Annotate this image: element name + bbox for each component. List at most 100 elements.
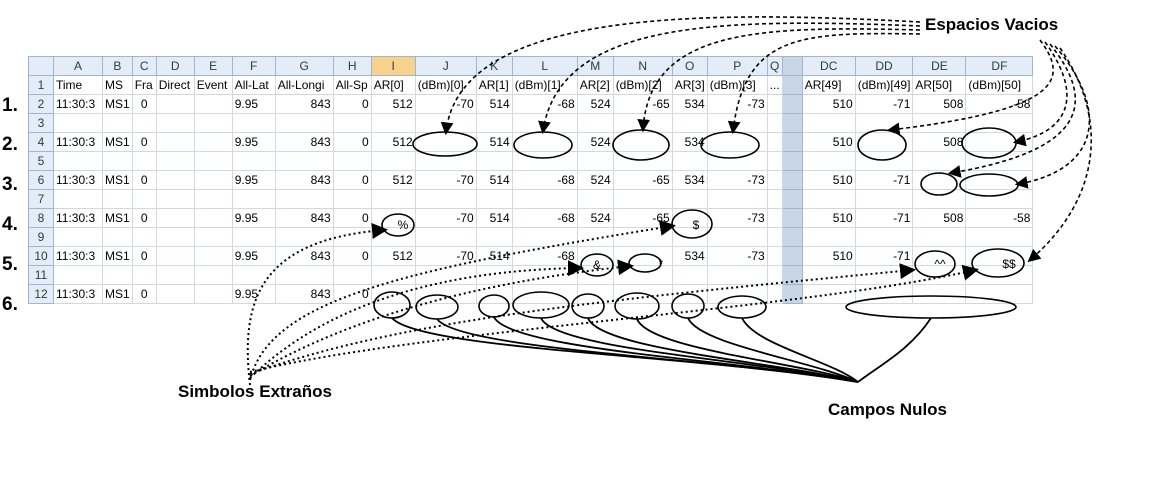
cell[interactable]: MS1: [102, 208, 133, 228]
cell[interactable]: Fra: [131, 75, 157, 95]
cell[interactable]: 0: [332, 132, 372, 152]
cell[interactable]: [155, 94, 195, 114]
cell[interactable]: 11:30:3: [53, 246, 103, 266]
cell[interactable]: -71: [854, 246, 914, 266]
cell[interactable]: [414, 132, 477, 152]
column-header[interactable]: C: [131, 56, 157, 76]
cell[interactable]: [854, 265, 914, 285]
cell[interactable]: [781, 208, 803, 228]
cell[interactable]: 534: [671, 246, 708, 266]
cell[interactable]: (dBm)[50]: [965, 75, 1034, 95]
cell[interactable]: 0: [131, 284, 157, 304]
cell[interactable]: -70: [414, 170, 477, 190]
cell[interactable]: [193, 208, 233, 228]
cell[interactable]: [332, 189, 372, 209]
cell[interactable]: [801, 265, 856, 285]
cell[interactable]: [332, 151, 372, 171]
cell[interactable]: [53, 151, 103, 171]
cell[interactable]: [231, 151, 276, 171]
cell[interactable]: [671, 189, 708, 209]
cell[interactable]: [912, 284, 967, 304]
cell[interactable]: [781, 75, 803, 95]
cell[interactable]: AR[49]: [801, 75, 856, 95]
cell[interactable]: -73: [706, 94, 768, 114]
cell[interactable]: 0: [332, 284, 372, 304]
cell[interactable]: [102, 189, 133, 209]
column-header[interactable]: F: [231, 56, 276, 76]
cell[interactable]: -58: [965, 208, 1034, 228]
cell[interactable]: 510: [801, 132, 856, 152]
cell[interactable]: 0: [131, 132, 157, 152]
cell[interactable]: [155, 151, 195, 171]
cell[interactable]: 11:30:3: [53, 132, 103, 152]
cell[interactable]: [370, 113, 416, 133]
cell[interactable]: [965, 151, 1034, 171]
cell[interactable]: [274, 265, 334, 285]
cell[interactable]: [706, 265, 768, 285]
cell[interactable]: [576, 189, 614, 209]
cell[interactable]: 9.95: [231, 132, 276, 152]
cell[interactable]: Direct: [155, 75, 195, 95]
cell[interactable]: 534: [671, 132, 708, 152]
cell[interactable]: AR[2]: [576, 75, 614, 95]
cell[interactable]: [781, 246, 803, 266]
cell[interactable]: [53, 113, 103, 133]
row-header[interactable]: 6: [28, 170, 54, 190]
cell[interactable]: [193, 227, 233, 247]
cell[interactable]: [332, 265, 372, 285]
cell[interactable]: AR[50]: [912, 75, 967, 95]
cell[interactable]: [193, 284, 233, 304]
cell[interactable]: [801, 151, 856, 171]
cell[interactable]: [511, 189, 578, 209]
cell[interactable]: 0: [131, 170, 157, 190]
cell[interactable]: MS1: [102, 94, 133, 114]
cell[interactable]: [671, 151, 708, 171]
cell[interactable]: [155, 189, 195, 209]
cell[interactable]: 524: [576, 132, 614, 152]
cell[interactable]: [231, 113, 276, 133]
cell[interactable]: [193, 265, 233, 285]
cell[interactable]: [912, 246, 967, 266]
cell[interactable]: [612, 151, 673, 171]
cell[interactable]: 0: [332, 170, 372, 190]
cell[interactable]: [332, 227, 372, 247]
column-header[interactable]: M: [576, 56, 614, 76]
cell[interactable]: -73: [706, 208, 768, 228]
cell[interactable]: [766, 151, 783, 171]
cell[interactable]: 9.95: [231, 246, 276, 266]
cell[interactable]: -71: [854, 170, 914, 190]
cell[interactable]: 843: [274, 208, 334, 228]
column-header[interactable]: H: [332, 56, 372, 76]
cell[interactable]: 524: [576, 94, 614, 114]
column-header[interactable]: Q: [766, 56, 783, 76]
cell[interactable]: 9.95: [231, 208, 276, 228]
cell[interactable]: -68: [511, 208, 578, 228]
row-header[interactable]: 1: [28, 75, 54, 95]
cell[interactable]: [131, 113, 157, 133]
row-header[interactable]: 12: [28, 284, 54, 304]
cell[interactable]: [766, 189, 783, 209]
cell[interactable]: -73: [706, 170, 768, 190]
cell[interactable]: [231, 189, 276, 209]
row-header[interactable]: 10: [28, 246, 54, 266]
cell[interactable]: [801, 284, 856, 304]
cell[interactable]: 510: [801, 246, 856, 266]
cell[interactable]: 508: [912, 132, 967, 152]
cell[interactable]: -65: [612, 94, 673, 114]
cell[interactable]: 843: [274, 94, 334, 114]
cell[interactable]: [576, 246, 614, 266]
cell[interactable]: [414, 284, 477, 304]
cell[interactable]: [102, 113, 133, 133]
cell[interactable]: All-Lat: [231, 75, 276, 95]
cell[interactable]: [511, 284, 578, 304]
column-header[interactable]: K: [475, 56, 513, 76]
cell[interactable]: All-Longi: [274, 75, 334, 95]
cell[interactable]: [965, 189, 1034, 209]
cell[interactable]: 0: [131, 208, 157, 228]
cell[interactable]: [854, 189, 914, 209]
cell[interactable]: MS1: [102, 132, 133, 152]
cell[interactable]: [781, 227, 803, 247]
column-header[interactable]: L: [511, 56, 578, 76]
cell[interactable]: 843: [274, 284, 334, 304]
cell[interactable]: [193, 113, 233, 133]
